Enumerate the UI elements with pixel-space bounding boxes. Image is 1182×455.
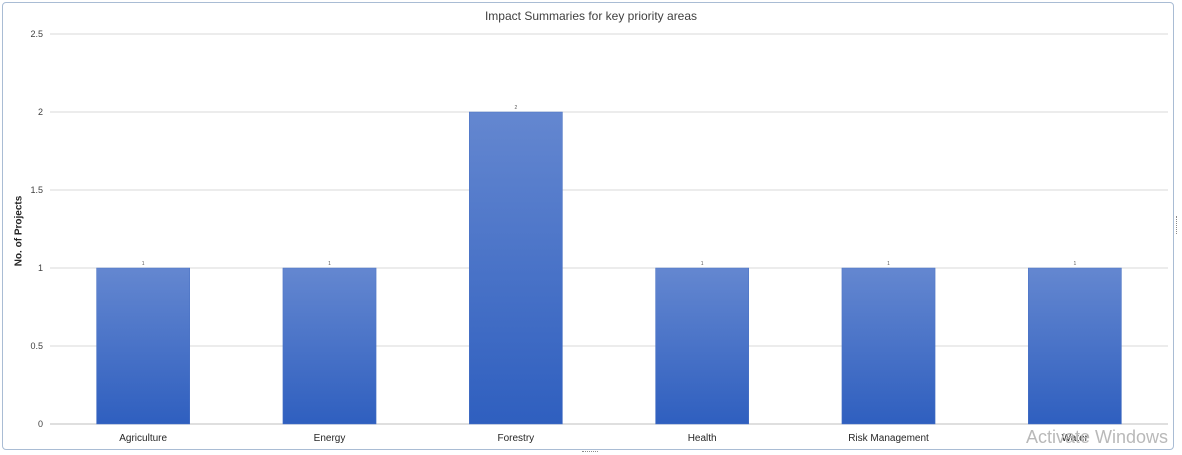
chart-area[interactable] — [2, 2, 1174, 450]
bar-data-label: 1 — [701, 261, 704, 267]
y-tick-label: 1.5 — [30, 185, 43, 195]
y-tick-label: 0.5 — [30, 341, 43, 351]
bar-energy[interactable] — [282, 267, 377, 425]
activate-windows-watermark: Activate Windows — [1026, 427, 1169, 447]
bar-data-label: 1 — [887, 261, 890, 267]
x-category-label: Risk Management — [848, 433, 929, 444]
y-tick-label: 2 — [38, 107, 43, 117]
bar-risk-management[interactable] — [841, 267, 936, 425]
bar-data-label: 2 — [514, 105, 517, 111]
y-tick-label: 1 — [38, 263, 43, 273]
bar-data-label: 1 — [328, 261, 331, 267]
x-category-label: Water — [1062, 433, 1089, 444]
chart-resize-handle-right[interactable] — [1176, 216, 1181, 234]
y-tick-label: 0 — [38, 419, 43, 429]
bar-data-label: 1 — [1073, 261, 1076, 267]
bar-agriculture[interactable] — [96, 267, 190, 425]
chart-title: Impact Summaries for key priority areas — [484, 9, 698, 23]
x-category-label: Agriculture — [119, 433, 167, 444]
bar-health[interactable] — [655, 267, 749, 425]
x-category-label: Health — [688, 433, 717, 444]
bar-data-label: 1 — [142, 261, 145, 267]
x-category-label: Energy — [314, 433, 346, 444]
bar-water[interactable] — [1028, 267, 1122, 425]
x-category-label: Forestry — [497, 433, 534, 444]
chart-resize-handle-bottom[interactable] — [582, 451, 598, 455]
bar-forestry[interactable] — [469, 111, 563, 425]
y-tick-label: 2.5 — [30, 29, 43, 39]
